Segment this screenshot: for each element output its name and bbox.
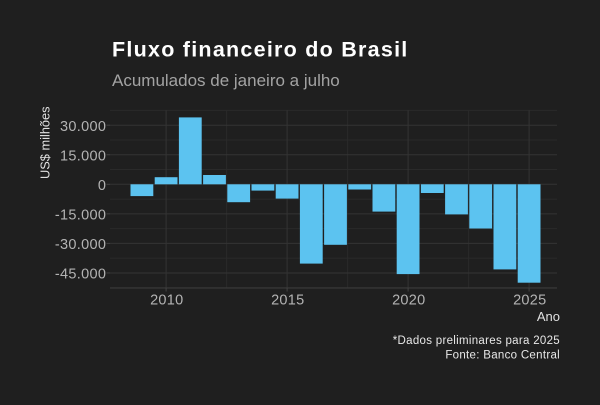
- svg-text:2020: 2020: [392, 293, 425, 309]
- svg-text:0: 0: [98, 178, 106, 194]
- svg-text:US$ milhões: US$ milhões: [38, 106, 53, 179]
- svg-text:2010: 2010: [150, 293, 183, 309]
- svg-text:Ano: Ano: [537, 309, 560, 324]
- svg-text:-15.000: -15.000: [55, 208, 106, 224]
- svg-text:2015: 2015: [271, 293, 304, 309]
- svg-text:15.000: 15.000: [60, 148, 106, 164]
- svg-text:Acumulados de janeiro a julho: Acumulados de janeiro a julho: [112, 71, 340, 90]
- svg-text:2025: 2025: [513, 293, 546, 309]
- svg-text:Fluxo financeiro do Brasil: Fluxo financeiro do Brasil: [112, 38, 409, 62]
- svg-text:Fonte: Banco Central: Fonte: Banco Central: [445, 349, 560, 361]
- svg-text:-30.000: -30.000: [55, 237, 106, 253]
- svg-text:30.000: 30.000: [60, 119, 106, 135]
- svg-text:*Dados preliminares para 2025: *Dados preliminares para 2025: [393, 335, 560, 347]
- svg-text:-45.000: -45.000: [55, 267, 106, 283]
